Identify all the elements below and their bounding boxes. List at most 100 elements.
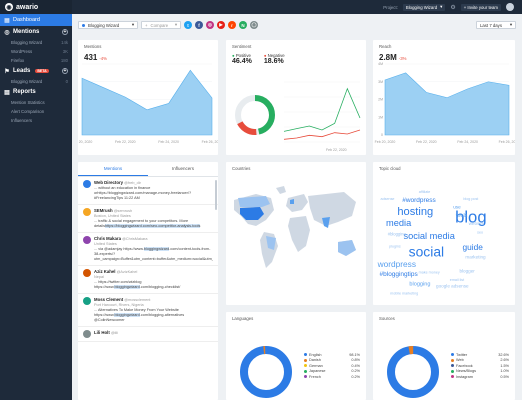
add-alert-icon[interactable]: + [62, 29, 68, 35]
settings-gear-icon[interactable]: ⚙ [450, 4, 456, 11]
map-top-country-usa[interactable] [240, 207, 264, 220]
series-line [283, 129, 361, 140]
report-item[interactable]: Mention Statistics [11, 100, 45, 105]
tab-influencers[interactable]: Influencers [171, 166, 194, 171]
author-name: Lili Holt [94, 330, 110, 335]
topic-word[interactable]: mobile marketing [390, 292, 418, 296]
topic-word[interactable]: social media [403, 231, 455, 241]
legend-item: German 0.4% [304, 363, 360, 369]
news-source-icon[interactable]: N [239, 21, 247, 29]
legend-value: 1.0% [500, 369, 509, 374]
sentiment-date: Feb 22, 2020 [326, 148, 347, 152]
topic-word[interactable]: plugins [389, 244, 401, 248]
topic-word[interactable]: #bloggingtips [380, 271, 418, 278]
logo[interactable]: ◉ awario [0, 0, 72, 14]
topic-word[interactable]: blogging [409, 281, 430, 287]
topic-word[interactable]: #wordpress [402, 197, 435, 204]
countries-card: Countries [226, 162, 366, 305]
topic-word[interactable]: email list [450, 278, 464, 282]
topic-word[interactable]: guide [463, 242, 484, 252]
scrollbar[interactable] [215, 180, 217, 210]
compare-select[interactable]: + Compare ▾ [141, 21, 181, 29]
dashboard-icon: ▦ [4, 17, 10, 24]
topic-word[interactable]: media [386, 218, 412, 228]
mention-item[interactable]: Web Directory @freb_dir... without an ed… [78, 177, 218, 205]
map-country-canada[interactable] [238, 196, 270, 207]
author-handle: @ChrisMakara [122, 237, 148, 241]
map-country-uk[interactable] [290, 199, 294, 204]
legend-label: English [309, 352, 322, 357]
map-country-india[interactable] [322, 217, 330, 228]
report-item[interactable]: Influencers [11, 118, 33, 123]
topic-word[interactable]: blog [455, 207, 486, 226]
mention-item[interactable]: Chris Makara @ChrisMakara United States..… [78, 233, 218, 266]
area-series [81, 69, 213, 136]
topic-word[interactable]: social [409, 244, 444, 260]
add-lead-icon[interactable]: + [62, 68, 68, 74]
keyword-highlight: bloggingwizard [143, 247, 170, 251]
legend-dot [304, 364, 307, 368]
mention-text-cont: .com/blogging-alternatives @ColinNewcome… [94, 313, 185, 322]
topic-word[interactable]: blog post [463, 197, 478, 201]
topic-word[interactable]: affiliate [419, 190, 431, 194]
nav-dashboard[interactable]: ▦ Dashboard [0, 14, 72, 26]
reddit-source-icon[interactable]: r [228, 21, 236, 29]
nav-reports[interactable]: ▤ Reports [4, 89, 36, 96]
topic-word[interactable]: hosting [397, 206, 433, 218]
account-avatar[interactable] [506, 3, 514, 11]
y-tick-label: 4M [378, 62, 383, 66]
alert-select[interactable]: Blogging Wizard ▾ [78, 21, 138, 29]
mention-item[interactable]: Moss Clement @mossclement Port Harcourt, … [78, 294, 218, 327]
sidebar-alert[interactable]: Firefox 180 [11, 58, 68, 63]
youtube-source-icon[interactable]: ▶ [217, 21, 225, 29]
topic-word[interactable]: tools [456, 213, 468, 219]
tab-mentions[interactable]: Mentions [78, 162, 148, 176]
topic-word[interactable]: adsense [381, 197, 395, 201]
reach-summary: 2.8M -3% [373, 53, 515, 62]
positive-value: 46.4% [232, 58, 252, 65]
mentions-count: 431 [84, 53, 98, 62]
mention-item[interactable]: Aziz Kahel @AzizKahel Nepal... https://tw… [78, 266, 218, 294]
author-name: Chris Makara [94, 236, 121, 241]
facebook-source-icon[interactable]: f [195, 21, 203, 29]
web-source-icon[interactable]: ◯ [250, 21, 258, 29]
y-tick-label: 0 [381, 133, 383, 137]
chevron-down-icon: ▾ [509, 22, 512, 27]
sidebar-alert[interactable]: Blogging Wizard 14k [11, 40, 68, 45]
legend-value: 0.8% [351, 358, 360, 363]
topic-word[interactable]: blogger [459, 268, 475, 273]
sidebar-lead-alert[interactable]: Blogging Wizard 0 [11, 79, 68, 84]
topic-word[interactable]: make money [419, 270, 440, 274]
mention-text: ... via @adamjay https://www. [94, 247, 144, 251]
card-title: Topic cloud [379, 166, 401, 171]
period-select[interactable]: Last 7 days ▾ [476, 21, 516, 29]
topic-word[interactable]: website [469, 221, 485, 226]
map-country-brazil[interactable] [266, 236, 276, 250]
twitter-source-icon[interactable]: t [184, 21, 192, 29]
reach-change: -3% [398, 56, 407, 61]
report-item[interactable]: Alert Comparison [11, 109, 45, 114]
instagram-source-icon[interactable]: ◎ [206, 21, 214, 29]
topic-word[interactable]: google adsense [436, 283, 469, 288]
topic-word[interactable]: seo [477, 231, 483, 235]
mention-text: ... without an education in finance or [94, 186, 151, 195]
mention-item[interactable]: SEMrush @semrush Boston, United States...… [78, 205, 218, 233]
nav-leads[interactable]: ⚑ Leads BETA + [4, 68, 68, 75]
beta-badge: BETA [35, 69, 49, 73]
nav-mentions[interactable]: ◎ Mentions + [4, 29, 68, 36]
topic-word[interactable]: #blogging [388, 231, 407, 236]
map-country-australia[interactable] [338, 240, 356, 256]
project-select[interactable]: Blogging Wizard ▾ [402, 3, 446, 11]
legend-dot [304, 353, 307, 357]
topic-word[interactable]: wordpress [377, 259, 416, 269]
mention-item[interactable]: Lili Holt @lili [78, 327, 218, 342]
sentiment-card: Sentiment ● Positive 46.4% ● Negative 18.6… [226, 40, 366, 155]
topic-word[interactable]: marketing [465, 255, 486, 260]
legend-value: 32.6% [498, 352, 509, 357]
mentions-list-card: Mentions Influencers Web Directory @freb… [78, 162, 218, 400]
topic-word[interactable]: use [453, 205, 461, 210]
reach-count: 2.8M [379, 53, 397, 62]
invite-team-button[interactable]: + Invite your team [460, 3, 501, 11]
sidebar-alert[interactable]: WordPress 3K [11, 49, 68, 54]
legend-dot [304, 375, 307, 379]
